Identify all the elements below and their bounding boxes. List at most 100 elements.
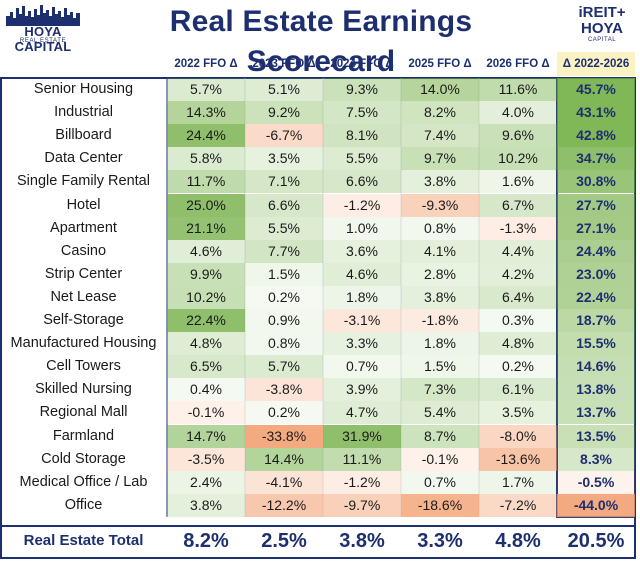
header: HOYA CAPITAL REAL ESTATE Real Estate Ear…: [0, 0, 640, 78]
cumulative-value-cell: 13.7%: [557, 401, 635, 425]
total-value-cell: 8.2%: [183, 530, 229, 552]
skyline-icon: [6, 5, 80, 26]
cumulative-value-cell: 30.8%: [557, 170, 635, 194]
ffo-value-cell: -1.2%: [323, 193, 401, 217]
ffo-value-cell: 3.5%: [479, 401, 557, 425]
ffo-value-cell: 0.2%: [479, 355, 557, 379]
ffo-value-cell: 11.6%: [479, 78, 557, 101]
cumulative-value-cell: 8.3%: [557, 447, 635, 471]
ffo-value-cell: -33.8%: [245, 424, 323, 448]
column-header: 2026 FFO Δ: [486, 58, 550, 70]
sector-label: Farmland: [52, 427, 115, 444]
logo-brand-name: HOYA CAPITAL: [14, 24, 72, 54]
sector-label: Hotel: [66, 196, 101, 213]
ffo-value-cell: 3.9%: [323, 378, 401, 402]
ffo-value-cell: 2.4%: [167, 470, 245, 494]
ffo-value-cell: 8.7%: [401, 424, 479, 448]
total-value-cell: 4.8%: [495, 530, 541, 552]
cumulative-value-cell: -0.5%: [557, 470, 635, 494]
ffo-value-cell: 25.0%: [167, 193, 245, 217]
ffo-value-cell: 7.5%: [323, 101, 401, 125]
total-value-cell: 2.5%: [261, 530, 307, 552]
column-header: 2022 FFO Δ: [174, 58, 238, 70]
ffo-value-cell: -8.0%: [479, 424, 557, 448]
ffo-value-cell: 4.8%: [167, 332, 245, 356]
ffo-value-cell: -9.7%: [323, 493, 401, 517]
ffo-value-cell: 5.5%: [323, 147, 401, 171]
total-label: Real Estate Total: [23, 532, 144, 549]
cumulative-value-cell: 24.4%: [557, 239, 635, 263]
total-value-cell: 3.8%: [339, 530, 385, 552]
ffo-value-cell: 3.5%: [245, 147, 323, 171]
ffo-value-cell: 31.9%: [323, 424, 401, 448]
ffo-value-cell: 0.7%: [323, 355, 401, 379]
ffo-value-cell: 9.6%: [479, 124, 557, 148]
ffo-value-cell: 1.8%: [401, 332, 479, 356]
ffo-value-cell: 0.4%: [167, 378, 245, 402]
ffo-value-cell: 0.3%: [479, 309, 557, 332]
ffo-value-cell: 1.8%: [323, 285, 401, 309]
ffo-value-cell: 1.5%: [401, 355, 479, 379]
sector-label: Cell Towers: [46, 358, 121, 375]
logo-right-line2: HOYA: [581, 20, 623, 37]
column-header: 2024 FFO Δ: [330, 58, 394, 70]
ffo-value-cell: 5.1%: [245, 78, 323, 101]
sector-label: Cold Storage: [41, 450, 126, 467]
column-header: 2025 FFO Δ: [408, 58, 472, 70]
ffo-value-cell: 1.5%: [245, 262, 323, 286]
ffo-value-cell: 10.2%: [167, 285, 245, 309]
logo-right-line1: iREIT+: [578, 4, 626, 21]
ffo-value-cell: 7.3%: [401, 378, 479, 402]
ffo-value-cell: 7.1%: [245, 170, 323, 194]
ffo-value-cell: -13.6%: [479, 447, 557, 471]
cumulative-value-cell: 13.5%: [557, 424, 635, 448]
ffo-value-cell: 4.6%: [167, 239, 245, 263]
ffo-value-cell: 6.1%: [479, 378, 557, 402]
ffo-value-cell: 4.2%: [479, 262, 557, 286]
ffo-value-cell: -3.5%: [167, 447, 245, 471]
page-title: Real Estate Earnings Scorecard: [169, 5, 473, 78]
ffo-value-cell: 0.2%: [245, 401, 323, 425]
ffo-value-cell: 0.8%: [401, 216, 479, 240]
cumulative-value-cell: 43.1%: [557, 101, 635, 125]
sector-label: Apartment: [50, 219, 117, 236]
ffo-value-cell: -1.2%: [323, 470, 401, 494]
ffo-value-cell: 0.8%: [245, 332, 323, 356]
ffo-value-cell: -1.3%: [479, 216, 557, 240]
ffo-value-cell: -9.3%: [401, 193, 479, 217]
ffo-value-cell: 3.8%: [401, 170, 479, 194]
ffo-value-cell: 3.6%: [323, 239, 401, 263]
ffo-value-cell: 6.6%: [245, 193, 323, 217]
sector-label: Skilled Nursing: [35, 381, 132, 398]
ffo-value-cell: -12.2%: [245, 493, 323, 517]
ffo-value-cell: -18.6%: [401, 493, 479, 517]
ffo-value-cell: 5.7%: [245, 355, 323, 379]
sector-label: Medical Office / Lab: [19, 473, 148, 490]
ffo-value-cell: 0.2%: [245, 285, 323, 309]
ffo-value-cell: -4.1%: [245, 470, 323, 494]
sector-label: Single Family Rental: [17, 173, 150, 190]
ffo-value-cell: 4.0%: [479, 101, 557, 125]
ffo-value-cell: 14.0%: [401, 78, 479, 101]
cumulative-value-cell: 13.8%: [557, 378, 635, 402]
ffo-value-cell: 3.8%: [167, 493, 245, 517]
sector-label: Senior Housing: [33, 81, 134, 97]
sector-label: Strip Center: [44, 265, 123, 282]
logo-brand-subtitle: REAL ESTATE: [19, 38, 67, 44]
cumulative-value-cell: -44.0%: [557, 493, 635, 517]
ffo-value-cell: 11.1%: [323, 447, 401, 471]
ffo-value-cell: 9.9%: [167, 262, 245, 286]
logo-right-line3: CAPITAL: [587, 37, 617, 43]
ffo-value-cell: -3.8%: [245, 378, 323, 402]
cumulative-value-cell: 14.6%: [557, 355, 635, 379]
ffo-value-cell: 6.7%: [479, 193, 557, 217]
ffo-value-cell: 5.5%: [245, 216, 323, 240]
ffo-value-cell: 4.6%: [323, 262, 401, 286]
ffo-value-cell: -1.8%: [401, 309, 479, 332]
ireit-hoya-logo: iREIT+ HOYA CAPITAL: [566, 4, 638, 46]
total-value-cell: 20.5%: [567, 530, 625, 552]
ffo-value-cell: 7.7%: [245, 239, 323, 263]
ffo-value-cell: 9.7%: [401, 147, 479, 171]
ffo-value-cell: 0.7%: [401, 470, 479, 494]
ffo-value-cell: 5.7%: [167, 78, 245, 101]
